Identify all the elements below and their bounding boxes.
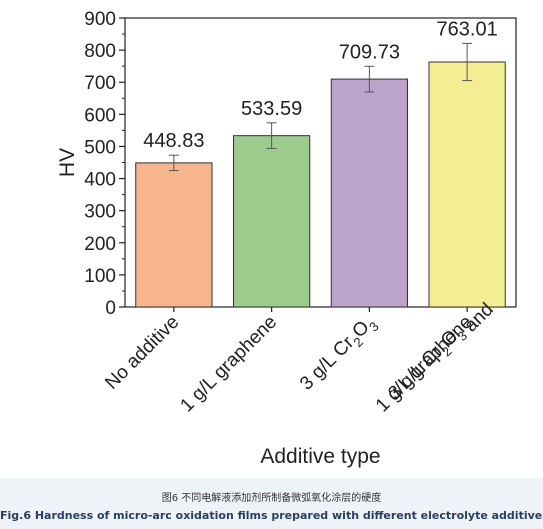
data-label: 763.01 bbox=[437, 18, 498, 40]
y-tick-label: 200 bbox=[84, 234, 116, 255]
caption-band bbox=[0, 478, 543, 529]
bar bbox=[428, 61, 506, 308]
chart-area: 0 100 200 300 400 500 600 700 800 900 HV 448.83 No a… bbox=[56, 9, 517, 468]
bar bbox=[330, 78, 408, 308]
y-tick-label: 600 bbox=[84, 105, 116, 126]
y-tick-label: 0 bbox=[105, 298, 116, 319]
bar bbox=[135, 162, 213, 308]
x-tick-label: 1 g/L graphene bbox=[176, 312, 281, 417]
x-tick-label: 1 g/L graphene bbox=[372, 312, 477, 417]
figure-caption-chinese: 图6 不同电解液添加剂所制备微弧氧化涂层的硬度 bbox=[161, 493, 382, 504]
x-tick-label: No additive bbox=[101, 312, 183, 394]
data-label: 709.73 bbox=[339, 41, 400, 63]
figure-caption-english: Fig.6 Hardness of micro-arc oxidation fi… bbox=[0, 509, 543, 522]
bar-chart: 0 100 200 300 400 500 600 700 800 900 HV 448.83 No a… bbox=[56, 9, 517, 468]
data-label: 448.83 bbox=[143, 130, 204, 152]
y-tick-label: 400 bbox=[84, 170, 116, 191]
x-tick-label: 3 g/L Cr2O3 bbox=[296, 312, 382, 398]
y-tick-label: 100 bbox=[84, 266, 116, 287]
y-axis-label: HV bbox=[56, 148, 79, 177]
y-tick-label: 800 bbox=[84, 41, 116, 62]
y-tick-label: 700 bbox=[84, 73, 116, 94]
data-label: 533.59 bbox=[241, 98, 302, 120]
y-tick-label: 500 bbox=[84, 137, 116, 158]
bar bbox=[233, 135, 311, 308]
y-tick-label: 300 bbox=[84, 202, 116, 223]
y-tick-label: 900 bbox=[84, 9, 116, 30]
x-axis-label: Additive type bbox=[260, 445, 380, 468]
